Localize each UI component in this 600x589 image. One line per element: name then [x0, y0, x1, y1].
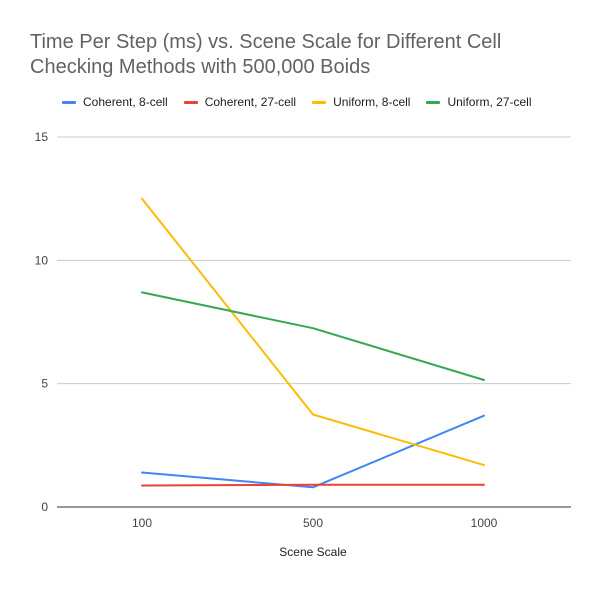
y-tick-label: 5 — [41, 377, 48, 391]
y-tick-label: 15 — [35, 130, 49, 144]
series-line-uniform-27-cell[interactable] — [141, 291, 485, 381]
legend-swatch — [426, 100, 441, 104]
y-tick-label: 10 — [35, 253, 49, 267]
legend-label: Uniform, 27-cell — [447, 95, 532, 109]
y-tick-label: 0 — [41, 500, 48, 514]
chart-title: Time Per Step (ms) vs. Scene Scale for D… — [30, 31, 502, 78]
x-tick-label: 100 — [132, 516, 152, 530]
tick-labels: 0 5 10 15 100 500 1000 — [35, 130, 498, 530]
legend: Coherent, 8-cell Coherent, 27-cell Unifo… — [62, 95, 548, 109]
legend-swatch — [62, 100, 76, 104]
series-line-coherent-8-cell[interactable] — [141, 414, 485, 489]
legend-item-uniform-27-cell[interactable]: Uniform, 27-cell — [426, 95, 532, 109]
series-line-coherent-27-cell[interactable] — [141, 483, 485, 487]
x-axis-title: Scene Scale — [279, 545, 347, 559]
legend-swatch — [183, 100, 198, 104]
series-lines — [141, 197, 485, 489]
legend-label: Uniform, 8-cell — [333, 95, 411, 109]
legend-item-uniform-8-cell[interactable]: Uniform, 8-cell — [312, 95, 410, 109]
legend-item-coherent-27-cell[interactable]: Coherent, 27-cell — [183, 95, 297, 109]
legend-swatch — [312, 100, 327, 104]
x-tick-label: 1000 — [471, 516, 498, 530]
legend-item-coherent-8-cell[interactable]: Coherent, 8-cell — [62, 95, 168, 109]
legend-label: Coherent, 27-cell — [204, 95, 297, 109]
legend-label: Coherent, 8-cell — [83, 95, 168, 109]
gridlines — [57, 136, 571, 385]
series-line-uniform-8-cell[interactable] — [141, 197, 485, 467]
x-tick-label: 500 — [303, 516, 323, 530]
